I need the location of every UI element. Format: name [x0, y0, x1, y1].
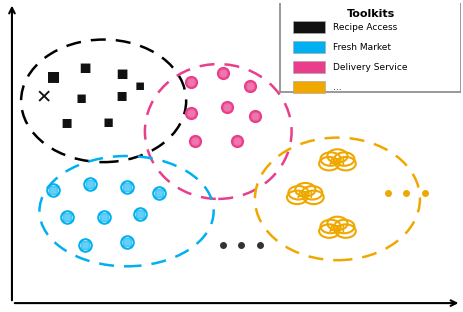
Text: Fresh Market: Fresh Market: [332, 43, 390, 52]
Text: ▪: ▪: [135, 78, 145, 93]
Text: Recipe Access: Recipe Access: [332, 23, 396, 32]
Text: Delivery Service: Delivery Service: [332, 63, 407, 72]
Text: ▪: ▪: [61, 113, 73, 131]
Text: API: API: [328, 225, 345, 234]
Text: ▪: ▪: [102, 113, 113, 131]
Text: Toolkits: Toolkits: [346, 9, 394, 19]
FancyBboxPatch shape: [280, 0, 460, 92]
Text: ...: ...: [332, 83, 341, 91]
Text: ▪: ▪: [79, 58, 92, 77]
Text: ▪: ▪: [115, 64, 128, 83]
FancyBboxPatch shape: [292, 81, 324, 93]
Text: ▪: ▪: [45, 66, 61, 86]
FancyBboxPatch shape: [292, 41, 324, 53]
Text: API: API: [296, 191, 313, 200]
Text: ▪: ▪: [116, 86, 128, 104]
FancyBboxPatch shape: [292, 61, 324, 73]
Text: API: API: [328, 158, 345, 167]
Text: ✕: ✕: [36, 88, 52, 107]
Text: ▪: ▪: [75, 89, 86, 107]
FancyBboxPatch shape: [292, 21, 324, 33]
